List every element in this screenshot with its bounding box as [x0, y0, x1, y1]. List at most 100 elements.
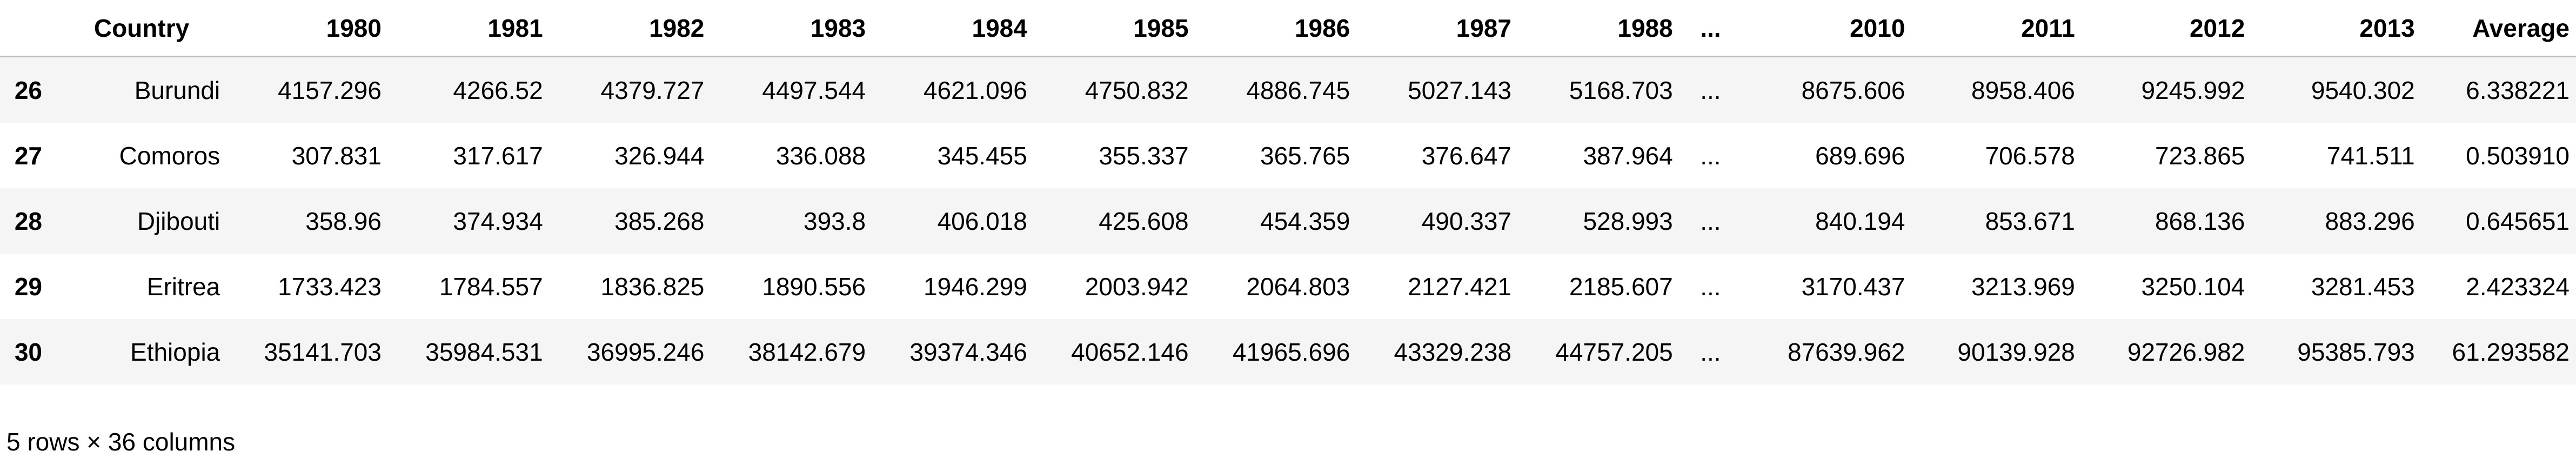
cell-country: Comoros [119, 141, 220, 170]
cell-1986: 454.359 [1260, 207, 1350, 235]
column-header-ellipsis: ... [1679, 0, 1742, 57]
cell-average: 0.645651 [2466, 207, 2570, 235]
column-header-1982: 1982 [549, 0, 711, 57]
cell-2013: 9540.302 [2311, 76, 2415, 104]
cell-2010: 87639.962 [1787, 337, 1905, 366]
index-header [0, 0, 57, 57]
column-header-1981: 1981 [387, 0, 550, 57]
cell-1985: 4750.832 [1085, 76, 1189, 104]
cell-1987: 43329.238 [1394, 337, 1511, 366]
cell-1986: 365.765 [1260, 141, 1350, 170]
row-index: 28 [14, 207, 42, 235]
table-row: 27 Comoros 307.831 317.617 326.944 336.0… [0, 123, 2576, 188]
column-header-2011: 2011 [1911, 0, 2082, 57]
cell-2013: 95385.793 [2297, 337, 2415, 366]
cell-2012: 92726.982 [2127, 337, 2245, 366]
cell-1982: 385.268 [614, 207, 705, 235]
cell-2010: 3170.437 [1801, 272, 1905, 301]
cell-1980: 1733.423 [278, 272, 382, 301]
column-header-average: Average [2421, 0, 2576, 57]
cell-1988: 387.964 [1583, 141, 1673, 170]
column-header-1980: 1980 [226, 0, 388, 57]
cell-country: Eritrea [146, 272, 220, 301]
cell-2012: 868.136 [2155, 207, 2245, 235]
cell-1988: 5168.703 [1569, 76, 1673, 104]
cell-1982: 36995.246 [586, 337, 705, 366]
column-header-1983: 1983 [711, 0, 873, 57]
cell-1988: 528.993 [1583, 207, 1673, 235]
table-row: 29 Eritrea 1733.423 1784.557 1836.825 18… [0, 254, 2576, 319]
column-header-2012: 2012 [2081, 0, 2252, 57]
cell-1981: 317.617 [453, 141, 543, 170]
cell-2013: 741.511 [2326, 141, 2415, 170]
cell-average: 2.423324 [2466, 272, 2570, 301]
cell-1986: 4886.745 [1246, 76, 1350, 104]
column-header-2013: 2013 [2251, 0, 2421, 57]
column-header-2010: 2010 [1742, 0, 1912, 57]
cell-country: Djibouti [137, 207, 220, 235]
dataframe-shape-label: 5 rows × 36 columns [6, 428, 236, 456]
cell-1985: 2003.942 [1085, 272, 1189, 301]
row-index: 29 [14, 272, 42, 301]
cell-2012: 9245.992 [2141, 76, 2245, 104]
cell-1985: 40652.146 [1071, 337, 1189, 366]
cell-country: Ethiopia [130, 337, 220, 366]
table-row: 30 Ethiopia 35141.703 35984.531 36995.24… [0, 319, 2576, 384]
cell-2011: 706.578 [1985, 141, 2075, 170]
cell-1980: 35141.703 [264, 337, 382, 366]
cell-1982: 4379.727 [600, 76, 705, 104]
cell-1984: 345.455 [937, 141, 1027, 170]
row-index: 27 [14, 141, 42, 170]
cell-2012: 3250.104 [2141, 272, 2245, 301]
cell-1987: 376.647 [1421, 141, 1511, 170]
cell-1985: 425.608 [1099, 207, 1189, 235]
cell-average: 0.503910 [2466, 141, 2570, 170]
column-header-country: Country [56, 0, 227, 57]
cell-country: Burundi [134, 76, 220, 104]
cell-1981: 4266.52 [453, 76, 543, 104]
cell-1983: 1890.556 [762, 272, 866, 301]
cell-average: 61.293582 [2452, 337, 2570, 366]
cell-ellipsis: ... [1700, 141, 1721, 170]
cell-1983: 336.088 [775, 141, 866, 170]
cell-1983: 393.8 [804, 207, 866, 235]
column-header-1984: 1984 [872, 0, 1034, 57]
cell-1984: 4621.096 [923, 76, 1027, 104]
cell-1986: 41965.696 [1232, 337, 1350, 366]
table-header: Country 1980 1981 1982 1983 1984 1985 19… [0, 0, 2576, 57]
cell-2013: 883.296 [2325, 207, 2415, 235]
cell-2013: 3281.453 [2311, 272, 2415, 301]
cell-2011: 3213.969 [1971, 272, 2075, 301]
cell-1986: 2064.803 [1246, 272, 1350, 301]
cell-2011: 853.671 [1985, 207, 2075, 235]
column-header-1986: 1986 [1195, 0, 1357, 57]
cell-1983: 38142.679 [748, 337, 866, 366]
cell-1987: 5027.143 [1408, 76, 1511, 104]
row-index: 30 [14, 337, 42, 366]
cell-1985: 355.337 [1099, 141, 1189, 170]
cell-1980: 4157.296 [278, 76, 382, 104]
dataframe-table: Country 1980 1981 1982 1983 1984 1985 19… [0, 0, 2576, 384]
cell-1980: 307.831 [291, 141, 382, 170]
cell-1988: 2185.607 [1569, 272, 1673, 301]
table-row: 28 Djibouti 358.96 374.934 385.268 393.8… [0, 188, 2576, 254]
cell-2010: 840.194 [1815, 207, 1905, 235]
column-header-1988: 1988 [1518, 0, 1680, 57]
cell-ellipsis: ... [1700, 272, 1721, 301]
table-body: 26 Burundi 4157.296 4266.52 4379.727 449… [0, 56, 2576, 384]
column-header-1987: 1987 [1356, 0, 1518, 57]
cell-1984: 1946.299 [923, 272, 1027, 301]
cell-1983: 4497.544 [762, 76, 866, 104]
column-header-1985: 1985 [1033, 0, 1195, 57]
cell-1981: 1784.557 [439, 272, 543, 301]
cell-2010: 689.696 [1815, 141, 1905, 170]
cell-2011: 8958.406 [1971, 76, 2075, 104]
cell-1988: 44757.205 [1555, 337, 1673, 366]
cell-2012: 723.865 [2155, 141, 2245, 170]
cell-average: 6.338221 [2466, 76, 2570, 104]
cell-ellipsis: ... [1700, 337, 1721, 366]
cell-1981: 374.934 [453, 207, 543, 235]
header-row: Country 1980 1981 1982 1983 1984 1985 19… [0, 0, 2576, 57]
cell-ellipsis: ... [1700, 76, 1721, 104]
